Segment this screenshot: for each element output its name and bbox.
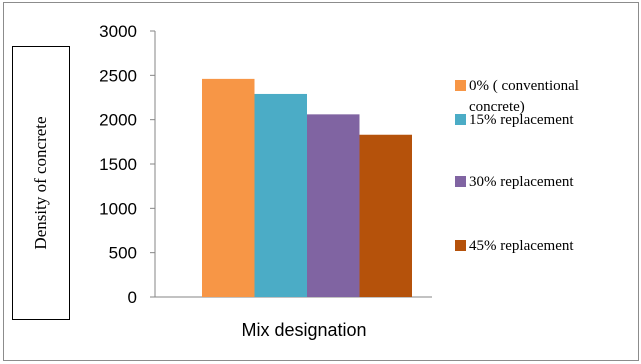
legend-label-1: 0% ( conventional xyxy=(469,78,579,94)
bars xyxy=(202,78,412,297)
axes: 0 500 1000 1500 2000 2500 3000 xyxy=(99,22,432,307)
legend-swatch-2 xyxy=(455,114,466,125)
y-tick-label: 1000 xyxy=(99,199,137,218)
x-axis-label: Mix designation xyxy=(241,320,366,340)
y-tick-label: 0 xyxy=(128,288,137,307)
legend-label-1: concrete) xyxy=(469,99,525,115)
legend-swatch-1 xyxy=(455,80,466,91)
legend-label-2: 15% replacement xyxy=(469,112,574,128)
bar-series-1 xyxy=(202,78,255,297)
y-tick-label: 2500 xyxy=(99,66,137,85)
bar-series-3 xyxy=(307,114,360,297)
legend-swatch-4 xyxy=(455,240,466,251)
bar-series-4 xyxy=(359,134,412,297)
legend: 0% ( conventional concrete)15% replacemen… xyxy=(455,78,579,254)
y-tick-label: 500 xyxy=(109,244,137,263)
y-tick-label: 1500 xyxy=(99,155,137,174)
y-tick-label: 2000 xyxy=(99,111,137,130)
legend-swatch-3 xyxy=(455,176,466,187)
y-tick-label: 3000 xyxy=(99,22,137,41)
y-axis-label-box: Density of concrete xyxy=(12,46,70,320)
bar-series-2 xyxy=(254,93,307,297)
y-axis-label: Density of concrete xyxy=(31,116,50,250)
legend-label-3: 30% replacement xyxy=(469,174,574,190)
legend-label-4: 45% replacement xyxy=(469,238,574,254)
